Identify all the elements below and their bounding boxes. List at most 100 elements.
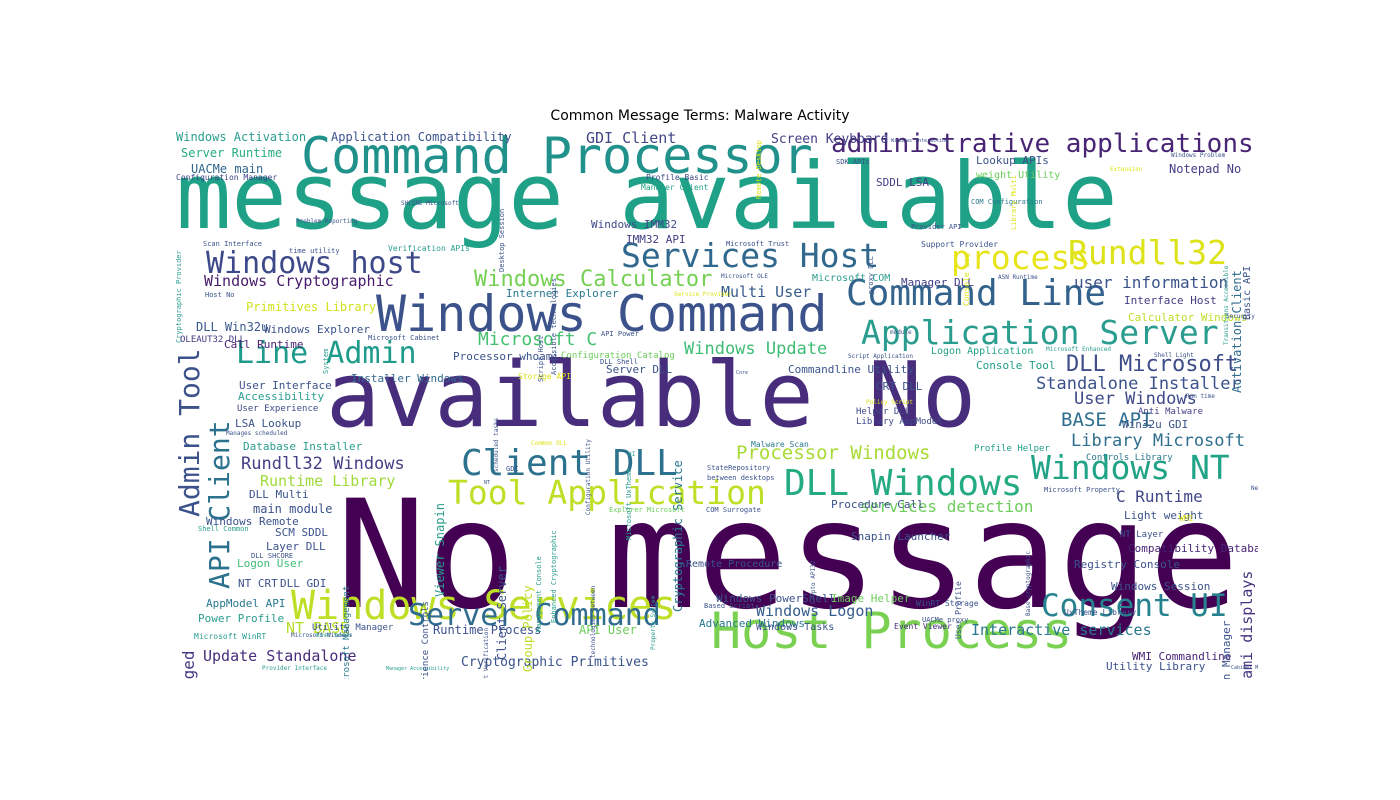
cloud-word: weight Utility xyxy=(976,170,1061,181)
cloud-word: Profile Helper xyxy=(974,444,1050,454)
cloud-word: Server Runtime xyxy=(181,146,283,160)
cloud-word: Admin Tool xyxy=(176,348,206,517)
cloud-word: Anti Malware xyxy=(1138,407,1204,417)
cloud-word: Cabinet Maker xyxy=(1231,665,1258,671)
cloud-word: Shell Light xyxy=(1154,352,1194,359)
cloud-word: IMM32 API xyxy=(626,233,686,246)
cloud-word: Runtime Process xyxy=(433,623,542,637)
cloud-word: Update Standalone xyxy=(203,647,357,665)
cloud-word: API Client xyxy=(203,420,236,589)
cloud-word: NT Layer xyxy=(1120,530,1164,540)
cloud-word: SDDL LSA xyxy=(876,176,929,189)
cloud-word: Desktop Session xyxy=(498,208,506,272)
cloud-word: SHCORE Microsoft xyxy=(401,200,459,207)
cloud-word: Provider API xyxy=(911,223,962,231)
cloud-word: Core xyxy=(736,370,749,376)
cloud-word: Manages scheduled xyxy=(226,430,288,437)
chart-title: Common Message Terms: Malware Activity xyxy=(550,108,850,124)
cloud-word: Host Process xyxy=(711,602,1073,660)
cloud-word: Policy Script xyxy=(866,399,913,406)
cloud-word: Runtime Library xyxy=(260,472,396,490)
cloud-word: Microsoft C xyxy=(478,329,598,350)
cloud-word: LSA Lookup xyxy=(235,417,302,430)
cloud-word: Windows Activation xyxy=(176,131,307,144)
cloud-word: Snapin Launcher xyxy=(851,530,951,543)
cloud-word: SDK APIs xyxy=(836,158,870,166)
cloud-word: SCM SDDL xyxy=(275,526,328,539)
cloud-word: Rundll32 xyxy=(1068,233,1227,272)
cloud-word: Accessible technologies xyxy=(550,277,558,375)
cloud-word: Based Script xyxy=(704,602,755,610)
cloud-word: Storage API xyxy=(518,372,571,381)
cloud-word: Console Log xyxy=(962,252,971,306)
cloud-word: Windows Explorer xyxy=(264,323,370,336)
cloud-word: User Interface xyxy=(239,379,332,392)
cloud-word: BASE API xyxy=(1061,409,1153,431)
cloud-word: Logon Application xyxy=(931,346,1034,357)
cloud-word: Microsoft Property xyxy=(1044,486,1120,494)
cloud-word: Transitions Accessible xyxy=(1223,265,1230,346)
cloud-word: Configuration Manager xyxy=(176,173,278,182)
cloud-word: GDI xyxy=(506,465,519,473)
cloud-word: DLL SHCORE xyxy=(251,552,294,560)
cloud-word: Windows Command xyxy=(376,285,828,343)
cloud-word: Basic API xyxy=(1242,265,1253,320)
cloud-word: Microsoft UxTheme xyxy=(625,468,633,541)
cloud-word: Call Runtime xyxy=(224,338,304,351)
cloud-word: Manager DLL xyxy=(901,276,974,289)
cloud-word: Support Provider xyxy=(921,240,999,249)
cloud-word: Installer Windows xyxy=(351,372,464,385)
cloud-word: UACMe main xyxy=(191,162,264,176)
cloud-word: Windows Update xyxy=(684,339,828,359)
cloud-word: Commandline Utility xyxy=(788,363,914,376)
cloud-word: Microsoft Cabinet xyxy=(368,334,440,342)
cloud-word: Group Policy xyxy=(521,585,535,673)
cloud-word: Compatibility Database xyxy=(1128,542,1258,555)
cloud-word: Configuration Catalog xyxy=(561,351,675,361)
cloud-word: Remote Desktop xyxy=(755,139,763,199)
cloud-word: Utility Manager xyxy=(312,623,394,633)
cloud-word: Tool Application xyxy=(448,473,766,512)
cloud-word: DLL Microsoft xyxy=(1066,352,1239,377)
cloud-word: displays logged xyxy=(179,651,198,680)
cloud-word: Database Installer xyxy=(243,440,363,453)
cloud-word: Accessibility xyxy=(238,390,325,403)
cloud-word: Library Microsoft xyxy=(1071,431,1245,451)
word-cloud: No message message available available No W… xyxy=(176,131,1258,679)
cloud-word: Internet Explorer xyxy=(506,287,619,300)
cloud-word: Calculator Windows xyxy=(1128,311,1248,324)
cloud-word: Notepad No xyxy=(1169,162,1242,176)
cloud-word: Primitives Library xyxy=(246,300,377,314)
cloud-word: whoami displays xyxy=(1238,570,1256,679)
cloud-word: scheduled tasks xyxy=(493,417,500,472)
cloud-word: Interface Host xyxy=(1124,294,1217,307)
cloud-word: Profile Basic xyxy=(646,173,709,182)
cloud-word: Problem Reporting xyxy=(296,218,358,225)
cloud-word: Services Host xyxy=(621,236,880,275)
cloud-word: Console Tool xyxy=(976,359,1056,372)
cloud-word: Interactive services xyxy=(971,621,1152,639)
cloud-word: WMI Commandline xyxy=(1132,650,1232,663)
cloud-word: Rundll32 Windows xyxy=(241,454,405,474)
cloud-word: UxTheme Library xyxy=(1064,608,1137,617)
cloud-word: UACMe proxy xyxy=(922,616,969,624)
cloud-word: Windows PowerShell xyxy=(716,592,836,605)
cloud-word: Microsoft Trust xyxy=(726,240,790,248)
cloud-word: Cryptographic Provider xyxy=(176,250,183,344)
cloud-word: Crypto API32 xyxy=(810,560,817,605)
cloud-word: Service Provider xyxy=(674,291,732,298)
cloud-word: Processor whoami xyxy=(453,350,559,363)
cloud-word: main module xyxy=(253,502,333,516)
cloud-word: Command Processor xyxy=(301,131,813,185)
cloud-word: Registry Console xyxy=(1074,558,1180,571)
cloud-word: Windows Session xyxy=(1111,580,1211,593)
cloud-word: DLL GDI xyxy=(280,577,327,590)
cloud-word: User Experience xyxy=(237,404,319,414)
cloud-word: Multi User xyxy=(721,283,812,301)
cloud-word: Remote Procedure xyxy=(686,559,783,570)
cloud-word: Windows host xyxy=(206,246,423,281)
cloud-word: services detection xyxy=(860,497,1034,516)
cloud-word: Windows Tasks xyxy=(756,622,835,633)
cloud-word: Experience Controls xyxy=(421,600,431,679)
cloud-word: proxy DLL xyxy=(867,255,875,294)
